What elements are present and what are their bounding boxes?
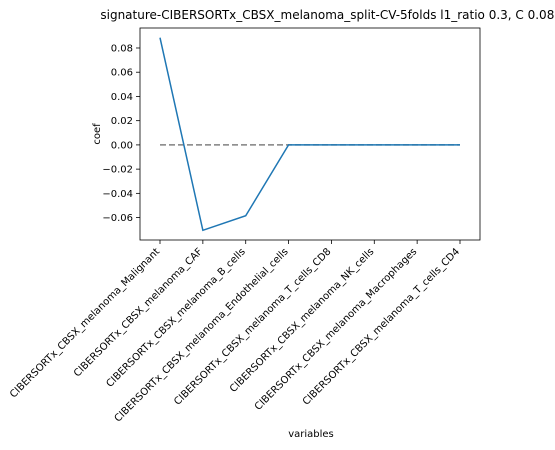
plot-area bbox=[139, 27, 481, 241]
x-tick-label: CIBERSORTx_CBSX_melanoma_T_cells_CD8 bbox=[172, 246, 333, 407]
x-tick-label: CIBERSORTx_CBSX_melanoma_T_cells_CD4 bbox=[301, 246, 462, 407]
y-tick-label: 0.08 bbox=[111, 43, 133, 54]
x-axis: CIBERSORTx_CBSX_melanoma_MalignantCIBERS… bbox=[8, 240, 462, 424]
y-tick-label: 0.04 bbox=[111, 92, 133, 103]
chart-title: signature-CIBERSORTx_CBSX_melanoma_split… bbox=[100, 8, 555, 22]
y-axis: −0.06 −0.04 −0.02 0.00 0.02 0.04 0.06 0.08 bbox=[102, 43, 140, 224]
y-tick-label: −0.06 bbox=[102, 213, 133, 224]
y-tick-label: 0.00 bbox=[111, 140, 133, 151]
y-axis-label: coef bbox=[92, 123, 103, 145]
x-tick-label: CIBERSORTx_CBSX_melanoma_Macrophages bbox=[253, 246, 419, 412]
y-tick-label: −0.02 bbox=[102, 165, 133, 176]
y-tick-label: 0.06 bbox=[111, 68, 133, 79]
x-tick-label: CIBERSORTx_CBSX_melanoma_Malignant bbox=[8, 246, 162, 400]
y-tick-label: 0.02 bbox=[111, 116, 133, 127]
y-tick-label: −0.04 bbox=[102, 189, 133, 200]
x-axis-label: variables bbox=[288, 429, 334, 440]
series-line bbox=[159, 37, 460, 232]
